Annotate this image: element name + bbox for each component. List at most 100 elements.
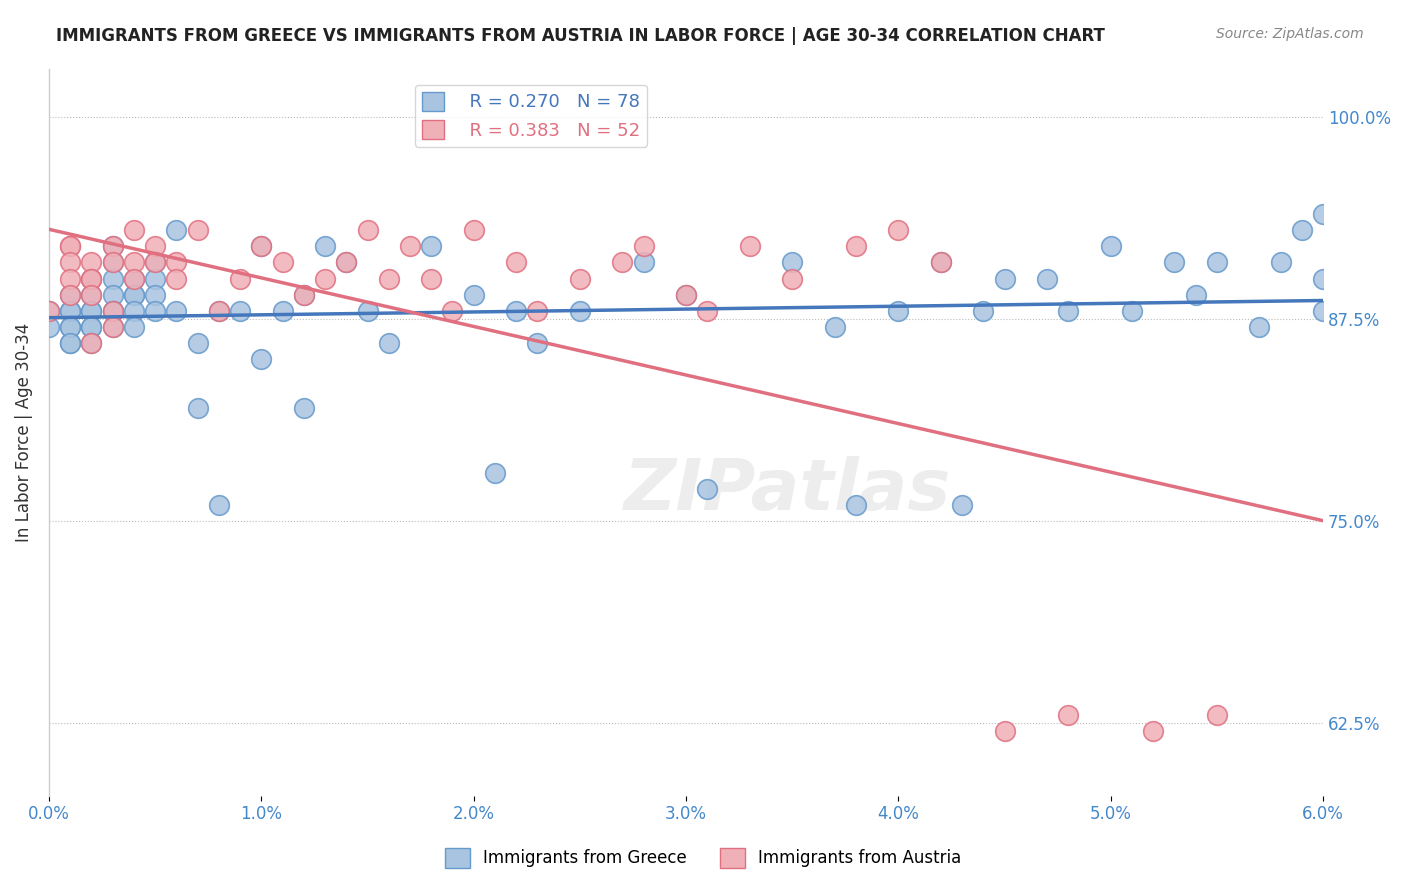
Point — [972, 304, 994, 318]
Point — [165, 223, 187, 237]
Point — [59, 336, 82, 351]
Point — [101, 255, 124, 269]
Point — [1206, 708, 1229, 723]
Point — [80, 304, 103, 318]
Point — [59, 320, 82, 334]
Point — [356, 304, 378, 318]
Point — [165, 255, 187, 269]
Point — [1184, 287, 1206, 301]
Point — [80, 271, 103, 285]
Point — [780, 255, 803, 269]
Point — [101, 304, 124, 318]
Point — [59, 287, 82, 301]
Point — [80, 271, 103, 285]
Legend: Immigrants from Greece, Immigrants from Austria: Immigrants from Greece, Immigrants from … — [437, 841, 969, 875]
Point — [101, 304, 124, 318]
Point — [187, 336, 209, 351]
Point — [568, 271, 591, 285]
Point — [696, 304, 718, 318]
Point — [187, 401, 209, 415]
Point — [59, 239, 82, 253]
Point — [38, 304, 60, 318]
Text: IMMIGRANTS FROM GREECE VS IMMIGRANTS FROM AUSTRIA IN LABOR FORCE | AGE 30-34 COR: IMMIGRANTS FROM GREECE VS IMMIGRANTS FRO… — [56, 27, 1105, 45]
Point — [1099, 239, 1122, 253]
Point — [377, 336, 399, 351]
Point — [101, 287, 124, 301]
Text: Source: ZipAtlas.com: Source: ZipAtlas.com — [1216, 27, 1364, 41]
Point — [1121, 304, 1143, 318]
Point — [675, 287, 697, 301]
Point — [696, 482, 718, 496]
Point — [612, 255, 634, 269]
Point — [250, 239, 273, 253]
Point — [59, 287, 82, 301]
Point — [101, 320, 124, 334]
Point — [1291, 223, 1313, 237]
Point — [292, 401, 315, 415]
Point — [143, 239, 166, 253]
Point — [377, 271, 399, 285]
Point — [101, 271, 124, 285]
Point — [887, 304, 910, 318]
Point — [1312, 207, 1334, 221]
Point — [122, 320, 145, 334]
Point — [633, 255, 655, 269]
Point — [80, 287, 103, 301]
Text: ZIPatlas: ZIPatlas — [624, 456, 952, 524]
Point — [1206, 255, 1229, 269]
Point — [568, 304, 591, 318]
Point — [101, 239, 124, 253]
Point — [80, 271, 103, 285]
Point — [780, 271, 803, 285]
Point — [738, 239, 761, 253]
Point — [80, 320, 103, 334]
Point — [59, 304, 82, 318]
Point — [994, 724, 1017, 739]
Point — [463, 223, 485, 237]
Point — [80, 304, 103, 318]
Point — [994, 271, 1017, 285]
Point — [122, 271, 145, 285]
Point — [250, 352, 273, 367]
Point — [208, 498, 231, 512]
Point — [292, 287, 315, 301]
Point — [356, 223, 378, 237]
Point — [420, 271, 443, 285]
Point — [399, 239, 422, 253]
Point — [143, 287, 166, 301]
Point — [314, 239, 336, 253]
Point — [187, 223, 209, 237]
Point — [887, 223, 910, 237]
Point — [441, 304, 464, 318]
Point — [59, 304, 82, 318]
Point — [1312, 304, 1334, 318]
Point — [80, 336, 103, 351]
Point — [250, 239, 273, 253]
Point — [59, 239, 82, 253]
Point — [143, 255, 166, 269]
Point — [101, 304, 124, 318]
Point — [1270, 255, 1292, 269]
Point — [208, 304, 231, 318]
Point — [165, 271, 187, 285]
Point — [845, 239, 868, 253]
Point — [1163, 255, 1185, 269]
Point — [929, 255, 952, 269]
Point — [335, 255, 357, 269]
Point — [845, 498, 868, 512]
Point — [229, 304, 252, 318]
Point — [271, 255, 294, 269]
Point — [122, 255, 145, 269]
Point — [80, 320, 103, 334]
Y-axis label: In Labor Force | Age 30-34: In Labor Force | Age 30-34 — [15, 323, 32, 541]
Point — [463, 287, 485, 301]
Point — [122, 223, 145, 237]
Point — [143, 304, 166, 318]
Point — [122, 287, 145, 301]
Point — [633, 239, 655, 253]
Point — [420, 239, 443, 253]
Point — [38, 320, 60, 334]
Point — [229, 271, 252, 285]
Point — [208, 304, 231, 318]
Point — [122, 287, 145, 301]
